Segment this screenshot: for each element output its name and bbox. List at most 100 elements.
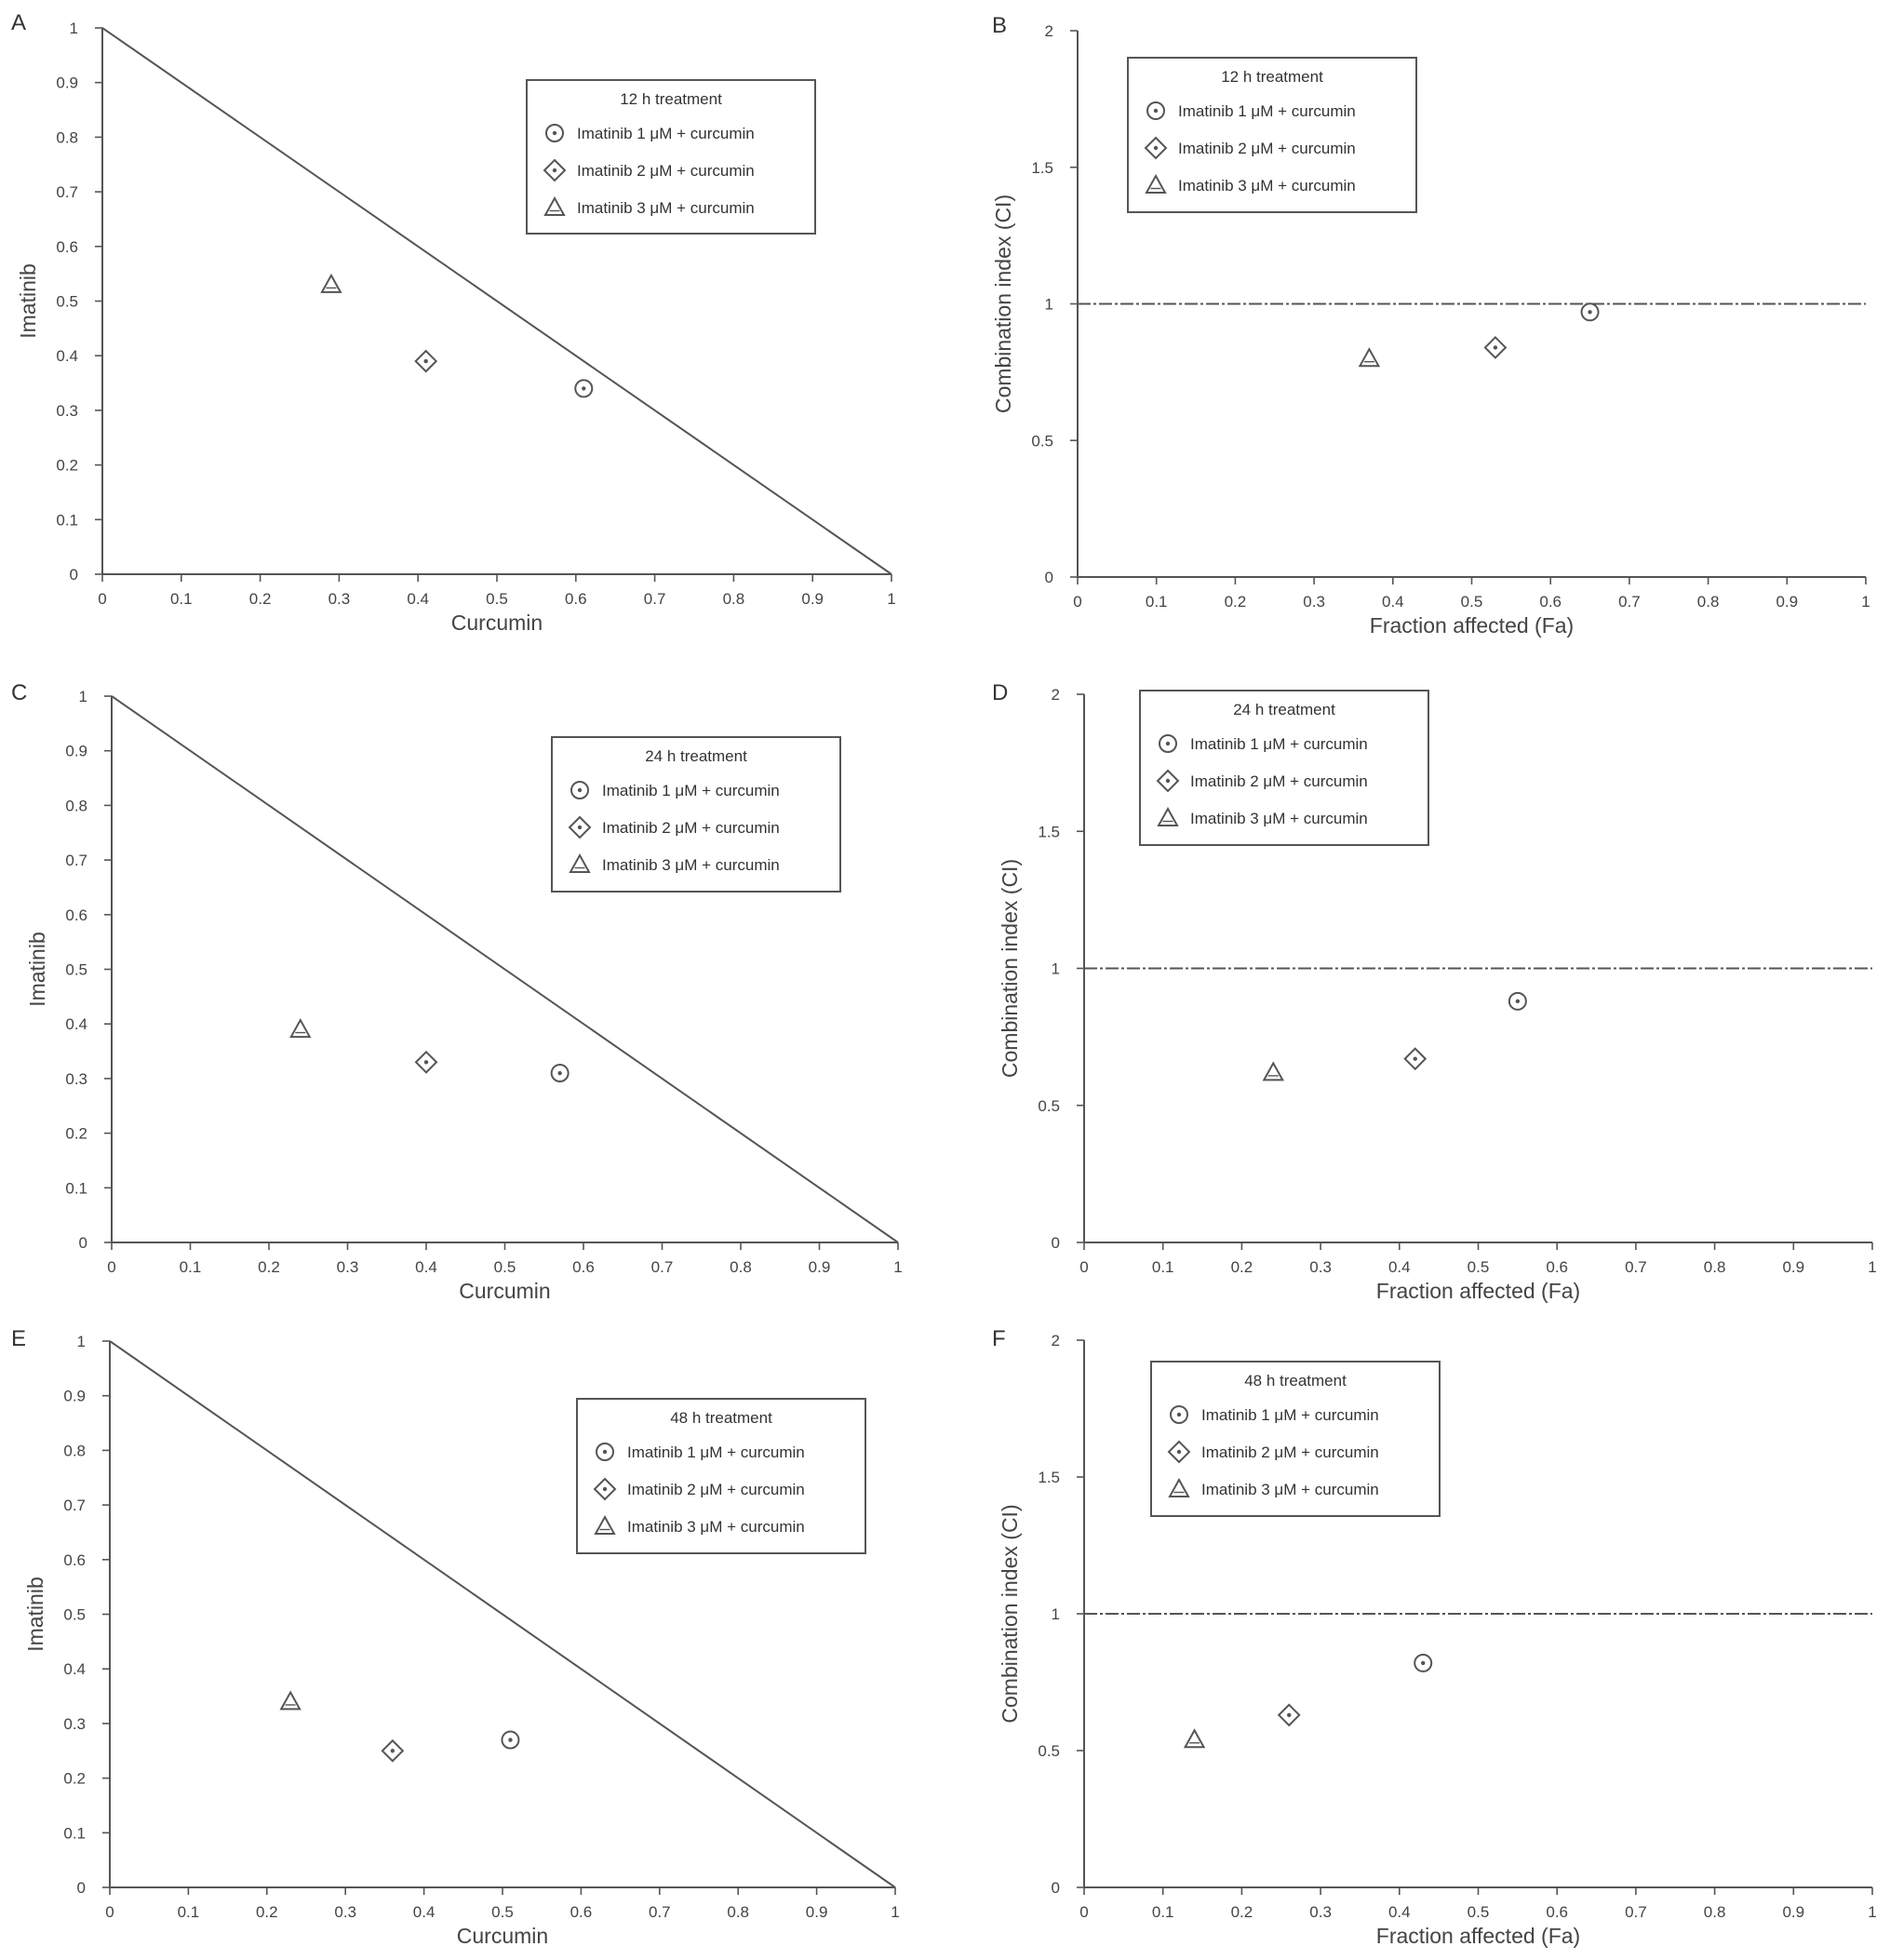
legend-label: Imatinib 1 μM + curcumin [602,782,780,799]
x-tick-label: 0.5 [494,1258,516,1276]
legend-label: Imatinib 1 μM + curcumin [1190,735,1368,753]
x-axis-title: Fraction affected (Fa) [1376,1279,1580,1303]
panel-letter: B [992,13,1007,38]
legend-title: 12 h treatment [1221,68,1323,86]
legend-box [526,79,816,235]
legend-label: Imatinib 3 μM + curcumin [627,1518,805,1536]
data-point-triangle [1262,1061,1284,1081]
x-tick-label: 0.7 [1625,1903,1647,1921]
x-axis-title: Curcumin [451,611,543,635]
legend-marker-diamond-dot-dot [577,825,583,830]
legend-label: Imatinib 3 μM + curcumin [577,199,755,217]
panel-letter: F [992,1326,1006,1351]
x-tick-label: 1 [1868,1903,1876,1921]
y-tick-label: 0.3 [63,1715,86,1733]
data-point-triangle [320,273,342,293]
panel-e: E 0 0.1 0.2 0.3 0.4 0.5 0.6 0.7 0.8 0.9 1 0 0.1 0.2 0.3… [11,1326,900,1948]
legend-label: Imatinib 1 μM + curcumin [627,1443,805,1461]
x-tick-label: 0 [107,1258,115,1276]
y-tick-label: 0 [70,566,78,584]
x-tick-label: 0.9 [809,1258,831,1276]
y-tick-label: 0.8 [63,1442,86,1459]
legend-title: 12 h treatment [620,90,722,108]
y-tick-label: 1 [1052,1605,1060,1623]
legend-label: Imatinib 2 μM + curcumin [1190,772,1368,790]
legend-box [551,736,841,893]
x-tick-label: 0.8 [727,1903,749,1921]
panel-letter: E [11,1326,26,1351]
y-axis-title: Imatinib [23,1577,47,1652]
x-tick-label: 0.1 [170,590,193,608]
x-tick-label: 0.3 [334,1903,356,1921]
x-tick-label: 0.5 [1468,1903,1490,1921]
x-axis-title: Fraction affected (Fa) [1370,613,1574,638]
legend-label: Imatinib 3 μM + curcumin [1178,177,1356,195]
x-axis-title: Curcumin [459,1279,550,1303]
y-tick-label: 2 [1045,22,1053,40]
legend-label: Imatinib 3 μM + curcumin [1201,1481,1379,1498]
y-tick-label: 0.5 [56,293,78,311]
x-tick-label: 1 [1868,1258,1876,1276]
legend-marker-circle-dot-dot [1153,108,1159,114]
y-tick-label: 0.5 [1038,1742,1060,1760]
data-point-diamond-dot-dot [423,1060,429,1065]
x-tick-label: 0.8 [723,590,745,608]
x-tick-label: 0.2 [249,590,272,608]
panel-b: B 0 0.1 0.2 0.3 0.4 0.5 0.6 0.7 0.8 0.9 1 0 0.5 1 1.5 2 F… [991,13,1870,638]
legend-marker-circle-dot-dot [552,130,557,136]
data-point-circle-dot-dot [1515,999,1521,1004]
x-tick-label: 0.7 [649,1903,671,1921]
y-tick-label: 0.4 [56,347,78,365]
data-point-triangle [279,1690,302,1711]
x-tick-label: 1 [1861,593,1870,611]
legend-label: Imatinib 2 μM + curcumin [1178,140,1356,157]
y-tick-label: 0 [1052,1879,1060,1897]
y-axis-title: Combination index (CI) [991,195,1015,413]
legend-marker-circle-dot-dot [1165,741,1171,746]
panel-letter: C [11,680,27,705]
x-tick-label: 0.3 [1303,593,1325,611]
x-tick-label: 0.6 [565,590,587,608]
legend-marker-circle-dot-dot [577,787,583,793]
legend-label: Imatinib 1 μM + curcumin [1178,102,1356,120]
x-tick-label: 0 [1073,593,1081,611]
additivity-line [111,695,899,1243]
data-point-circle-dot-dot [557,1070,562,1076]
x-tick-label: 0.5 [491,1903,514,1921]
legend: 24 h treatment Imatinib 1 μM + curcumin Im… [551,736,841,893]
x-tick-label: 0 [105,1903,114,1921]
x-tick-label: 0.7 [1618,593,1641,611]
x-tick-label: 0.2 [258,1258,280,1276]
data-point-diamond-dot-dot [1493,345,1498,350]
x-tick-label: 0.1 [1152,1903,1174,1921]
legend-label: Imatinib 3 μM + curcumin [602,856,780,874]
x-tick-label: 0.6 [1539,593,1562,611]
x-tick-label: 0.4 [1382,593,1404,611]
y-tick-label: 0.7 [56,183,78,201]
legend-box [576,1398,866,1554]
x-tick-label: 0.9 [806,1903,828,1921]
legend: 24 h treatment Imatinib 1 μM + curcumin Im… [1139,690,1429,846]
x-tick-label: 0.7 [651,1258,674,1276]
panel-d: D 0 0.1 0.2 0.3 0.4 0.5 0.6 0.7 0.8 0.9 1 0 0.5 1 1.5 2 F… [992,680,1877,1303]
y-tick-label: 0.8 [56,128,78,146]
x-tick-label: 0.5 [1461,593,1483,611]
legend-label: Imatinib 2 μM + curcumin [1201,1443,1379,1461]
x-tick-label: 0.2 [256,1903,278,1921]
x-tick-label: 0.7 [1625,1258,1647,1276]
y-tick-label: 0.5 [63,1606,86,1624]
x-tick-label: 0.6 [570,1903,593,1921]
legend-marker-circle-dot-dot [602,1449,608,1455]
data-point-circle-dot-dot [1421,1660,1426,1666]
y-tick-label: 0.4 [63,1660,86,1678]
data-point-triangle [289,1018,312,1039]
x-tick-label: 0.4 [413,1903,436,1921]
y-tick-label: 0.3 [56,402,78,420]
x-tick-label: 0.6 [1546,1903,1568,1921]
y-tick-label: 0 [79,1234,87,1252]
y-axis-title: Imatinib [16,263,40,339]
x-tick-label: 0 [1079,1258,1088,1276]
additivity-line [101,27,892,575]
panel-letter: A [11,10,26,35]
